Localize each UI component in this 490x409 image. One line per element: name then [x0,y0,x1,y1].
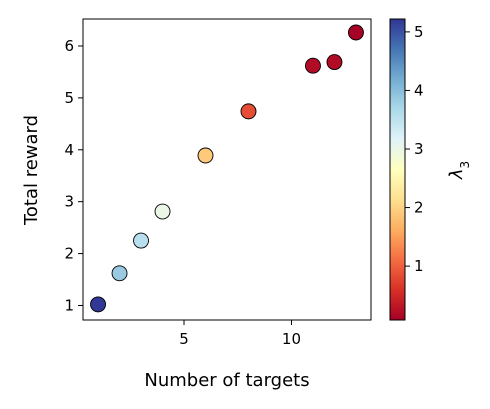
scatter-point [197,147,214,164]
y-tick-label: 4 [64,141,74,159]
scatter-point [90,296,106,313]
scatter-point [154,203,171,220]
colorbar-label: λ3 [446,161,472,180]
x-axis-label: Number of targets [144,370,309,391]
colorbar-tick-label: 5 [414,23,424,41]
scatter-point [305,57,321,74]
y-tick-label: 2 [64,245,74,263]
scatter-point [326,54,343,71]
x-tick-label: 5 [179,330,189,348]
y-tick-label: 1 [64,296,74,314]
scatter-point [348,24,364,41]
scatter-point [111,265,128,282]
y-tick-label: 3 [64,193,74,211]
y-tick-label: 6 [64,37,74,55]
y-tick-label: 5 [64,89,74,107]
colorbar-tick-label: 1 [414,257,424,275]
plot-frame [82,18,372,321]
scatter-point [133,232,149,249]
colorbar [389,18,406,321]
colorbar-tick-label: 3 [414,140,424,158]
x-tick-label: 10 [282,330,301,348]
colorbar-tick-label: 4 [414,81,424,99]
y-axis-label: Total reward [21,115,42,226]
scatter-point [240,103,257,120]
colorbar-tick-label: 2 [414,199,424,217]
